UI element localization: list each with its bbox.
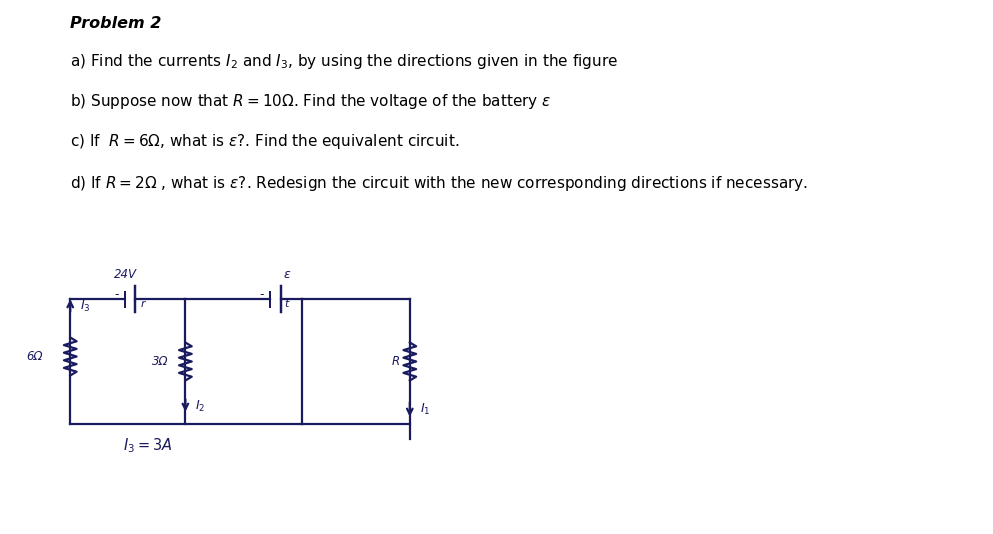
- Text: $I_1$: $I_1$: [420, 402, 430, 417]
- Text: -: -: [259, 288, 264, 302]
- Text: a) Find the currents $I_2$ and $I_3$, by using the directions given in the figur: a) Find the currents $I_2$ and $I_3$, by…: [71, 52, 619, 71]
- Text: 3Ω: 3Ω: [152, 355, 169, 368]
- Text: $I_3 = 3A$: $I_3 = 3A$: [122, 436, 172, 454]
- Text: d) If $R = 2\Omega$ , what is $\epsilon$?. Redesign the circuit with the new cor: d) If $R = 2\Omega$ , what is $\epsilon$…: [71, 174, 808, 193]
- Text: 6Ω: 6Ω: [27, 350, 43, 363]
- Text: Problem 2: Problem 2: [71, 16, 162, 31]
- Text: c) If  $R = 6\Omega$, what is $\epsilon$?. Find the equivalent circuit.: c) If $R = 6\Omega$, what is $\epsilon$?…: [71, 132, 460, 151]
- Text: $I_2$: $I_2$: [196, 399, 206, 414]
- Text: $\epsilon$: $\epsilon$: [283, 268, 291, 281]
- Text: b) Suppose now that $R = 10\Omega$. Find the voltage of the battery $\epsilon$: b) Suppose now that $R = 10\Omega$. Find…: [71, 92, 552, 111]
- Text: r: r: [140, 299, 145, 309]
- Text: -: -: [114, 288, 119, 302]
- Text: $I_3$: $I_3$: [80, 299, 90, 314]
- Text: 24V: 24V: [114, 268, 137, 281]
- Text: R: R: [392, 355, 400, 368]
- Text: t: t: [284, 299, 289, 309]
